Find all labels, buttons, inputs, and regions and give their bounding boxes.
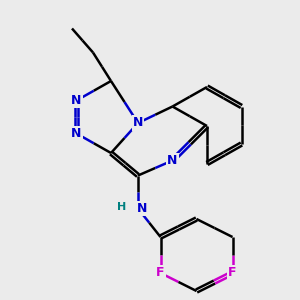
Text: F: F <box>156 266 165 280</box>
Text: N: N <box>71 94 82 107</box>
Text: N: N <box>137 202 148 215</box>
Text: N: N <box>71 127 82 140</box>
Text: F: F <box>228 266 237 280</box>
Text: N: N <box>133 116 143 130</box>
Text: H: H <box>117 202 126 212</box>
Text: N: N <box>167 154 178 167</box>
